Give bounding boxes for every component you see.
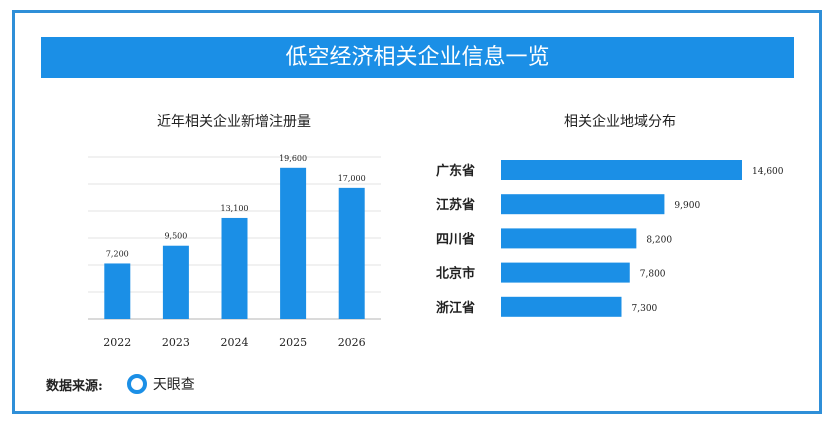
bar-value-label-2022: 7,200	[106, 249, 129, 258]
y-tick-label-4: 浙江省	[436, 300, 475, 316]
bar-value-label-2023: 9,500	[164, 232, 187, 241]
hbar-value-label-2: 8,200	[646, 235, 672, 245]
data-source: 数据来源: 天眼查	[46, 373, 195, 395]
horizontal-chart-title: 相关企业地域分布	[564, 114, 676, 130]
x-tick-label-2025: 2025	[279, 336, 307, 349]
y-tick-label-3: 北京市	[436, 266, 475, 282]
hbar-2	[501, 228, 637, 249]
bar-value-label-2024: 13,100	[221, 204, 249, 213]
hbar-value-label-0: 14,600	[752, 167, 784, 177]
x-tick-label-2022: 2022	[103, 336, 131, 349]
data-source-label: 数据来源:	[46, 378, 103, 394]
hbar-value-label-3: 7,800	[640, 270, 666, 280]
y-tick-label-1: 江苏省	[436, 197, 475, 213]
x-tick-label-2024: 2024	[221, 336, 249, 349]
y-tick-label-2: 四川省	[436, 231, 475, 247]
bar-2022	[104, 263, 131, 319]
tianyancha-ring-icon	[126, 374, 147, 394]
page-title: 低空经济相关企业信息一览	[41, 37, 794, 78]
y-tick-label-0: 广东省	[436, 163, 475, 179]
data-source-name: 天眼查	[152, 377, 195, 393]
x-tick-label-2026: 2026	[338, 336, 366, 349]
bar-2025	[280, 167, 307, 319]
vertical-chart-title: 近年相关企业新增注册量	[157, 114, 311, 130]
bar-value-label-2025: 19,600	[279, 154, 307, 163]
bar-2026	[338, 187, 365, 319]
hbar-4	[501, 296, 622, 317]
x-tick-label-2023: 2023	[162, 336, 190, 349]
bar-2023	[162, 245, 189, 319]
hbar-3	[501, 262, 630, 283]
bar-2024	[221, 217, 248, 319]
hbar-1	[501, 194, 665, 215]
hbar-value-label-4: 7,300	[632, 304, 658, 314]
bar-value-label-2026: 17,000	[338, 174, 366, 183]
hbar-value-label-1: 9,900	[674, 201, 700, 211]
hbar-0	[501, 160, 742, 180]
